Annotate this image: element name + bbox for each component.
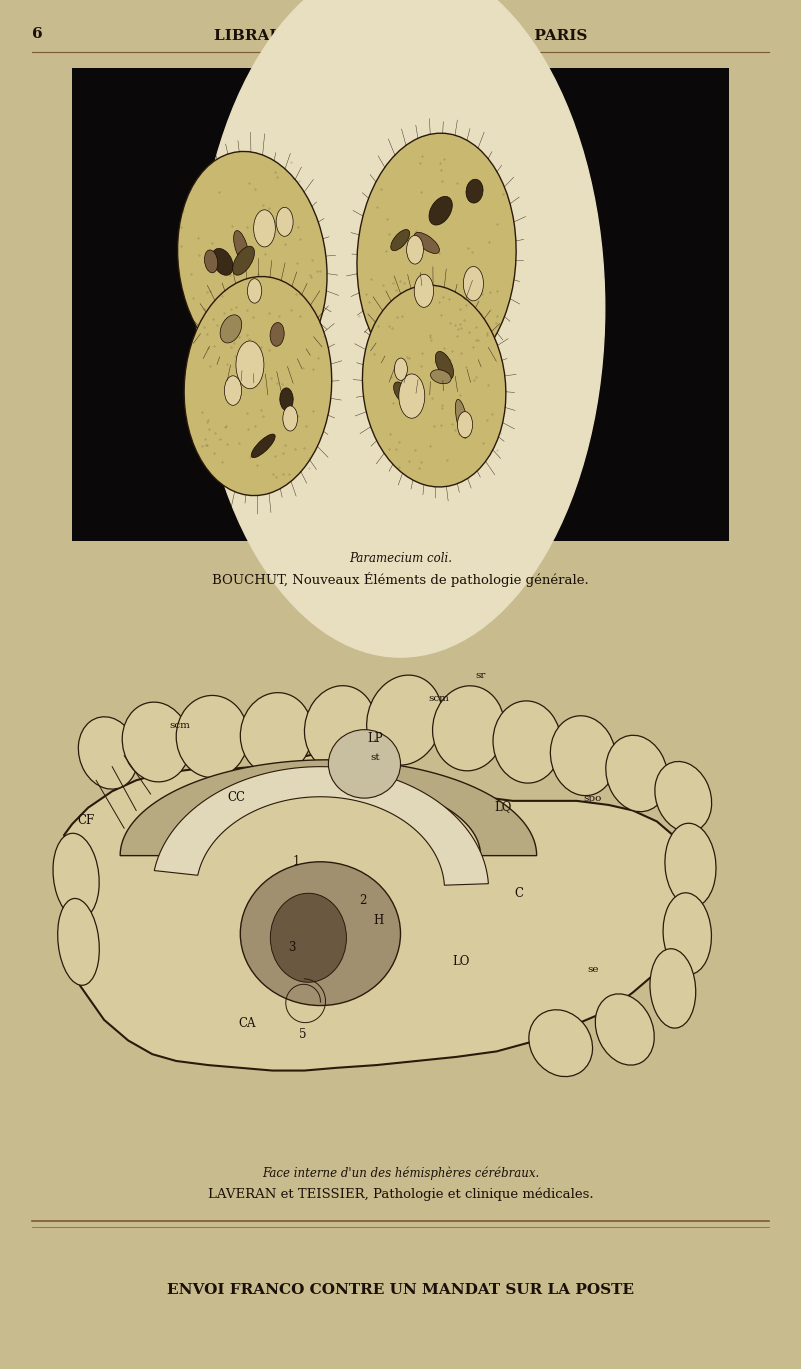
Circle shape [394, 359, 408, 381]
Text: st: st [370, 753, 380, 761]
Ellipse shape [393, 382, 409, 402]
Ellipse shape [357, 133, 516, 382]
Ellipse shape [184, 277, 332, 496]
Ellipse shape [78, 717, 138, 789]
Polygon shape [155, 767, 489, 886]
Circle shape [399, 374, 425, 419]
Circle shape [236, 341, 264, 389]
Ellipse shape [436, 352, 453, 379]
Text: CA: CA [238, 1017, 256, 1029]
Ellipse shape [328, 730, 400, 798]
Text: H: H [374, 914, 384, 927]
Ellipse shape [240, 693, 312, 775]
Text: C: C [514, 887, 524, 899]
Ellipse shape [430, 370, 451, 383]
Circle shape [196, 0, 605, 657]
Text: ENVOI FRANCO CONTRE UN MANDAT SUR LA POSTE: ENVOI FRANCO CONTRE UN MANDAT SUR LA POS… [167, 1283, 634, 1296]
Text: CC: CC [227, 791, 245, 804]
Text: LP: LP [367, 732, 383, 745]
Polygon shape [120, 760, 537, 856]
Text: scm: scm [429, 694, 449, 702]
Ellipse shape [204, 251, 218, 272]
Ellipse shape [58, 898, 99, 986]
Ellipse shape [233, 246, 255, 275]
Text: CF: CF [77, 815, 95, 827]
Ellipse shape [455, 400, 468, 438]
Text: sr: sr [476, 671, 485, 679]
Text: BOUCHUT, Nouveaux Éléments de pathologie générale.: BOUCHUT, Nouveaux Éléments de pathologie… [212, 572, 589, 586]
Text: LIBRAIRIE J.-B. BAILLIÈRE ET FILS. PARIS: LIBRAIRIE J.-B. BAILLIÈRE ET FILS. PARIS [214, 26, 587, 42]
Ellipse shape [650, 949, 696, 1028]
Ellipse shape [212, 248, 233, 275]
Ellipse shape [304, 686, 376, 771]
Text: scm: scm [170, 721, 191, 730]
Ellipse shape [280, 387, 293, 411]
Ellipse shape [466, 179, 483, 203]
Circle shape [254, 209, 276, 246]
Ellipse shape [665, 823, 716, 908]
Ellipse shape [252, 434, 276, 457]
Ellipse shape [53, 834, 99, 919]
Text: 5: 5 [299, 1028, 307, 1040]
Text: 1: 1 [292, 856, 300, 868]
Ellipse shape [270, 893, 346, 983]
Ellipse shape [663, 893, 711, 975]
Text: se: se [587, 965, 598, 973]
Ellipse shape [178, 152, 327, 374]
Ellipse shape [529, 1010, 593, 1076]
FancyBboxPatch shape [72, 68, 729, 541]
Ellipse shape [595, 994, 654, 1065]
Ellipse shape [220, 315, 242, 344]
Text: LO: LO [452, 956, 469, 968]
Circle shape [224, 375, 242, 405]
Circle shape [414, 274, 433, 307]
Ellipse shape [606, 735, 668, 812]
Text: Paramecium coli.: Paramecium coli. [349, 552, 452, 565]
Ellipse shape [433, 686, 505, 771]
Text: LAVERAN et TEISSIER, Pathologie et clinique médicales.: LAVERAN et TEISSIER, Pathologie et clini… [207, 1187, 594, 1201]
Text: spo: spo [584, 794, 602, 802]
Ellipse shape [240, 862, 400, 1005]
Circle shape [283, 405, 297, 431]
Circle shape [407, 235, 424, 264]
Ellipse shape [367, 675, 442, 765]
Ellipse shape [550, 716, 616, 795]
Ellipse shape [362, 285, 506, 487]
Ellipse shape [391, 230, 409, 251]
Ellipse shape [655, 761, 711, 832]
Text: LQ: LQ [494, 801, 512, 813]
Circle shape [248, 279, 262, 303]
Ellipse shape [493, 701, 561, 783]
Ellipse shape [176, 695, 248, 778]
Text: 2: 2 [359, 894, 367, 906]
Ellipse shape [270, 323, 284, 346]
Polygon shape [64, 728, 697, 1071]
Ellipse shape [123, 702, 190, 782]
Text: 3: 3 [288, 942, 296, 954]
Text: 6: 6 [32, 27, 42, 41]
Ellipse shape [234, 230, 248, 263]
Text: Face interne d'un des hémisphères cérébraux.: Face interne d'un des hémisphères cérébr… [262, 1166, 539, 1180]
Circle shape [276, 207, 293, 237]
Ellipse shape [414, 233, 440, 253]
Ellipse shape [429, 196, 453, 225]
Circle shape [457, 412, 473, 438]
Circle shape [463, 267, 484, 301]
